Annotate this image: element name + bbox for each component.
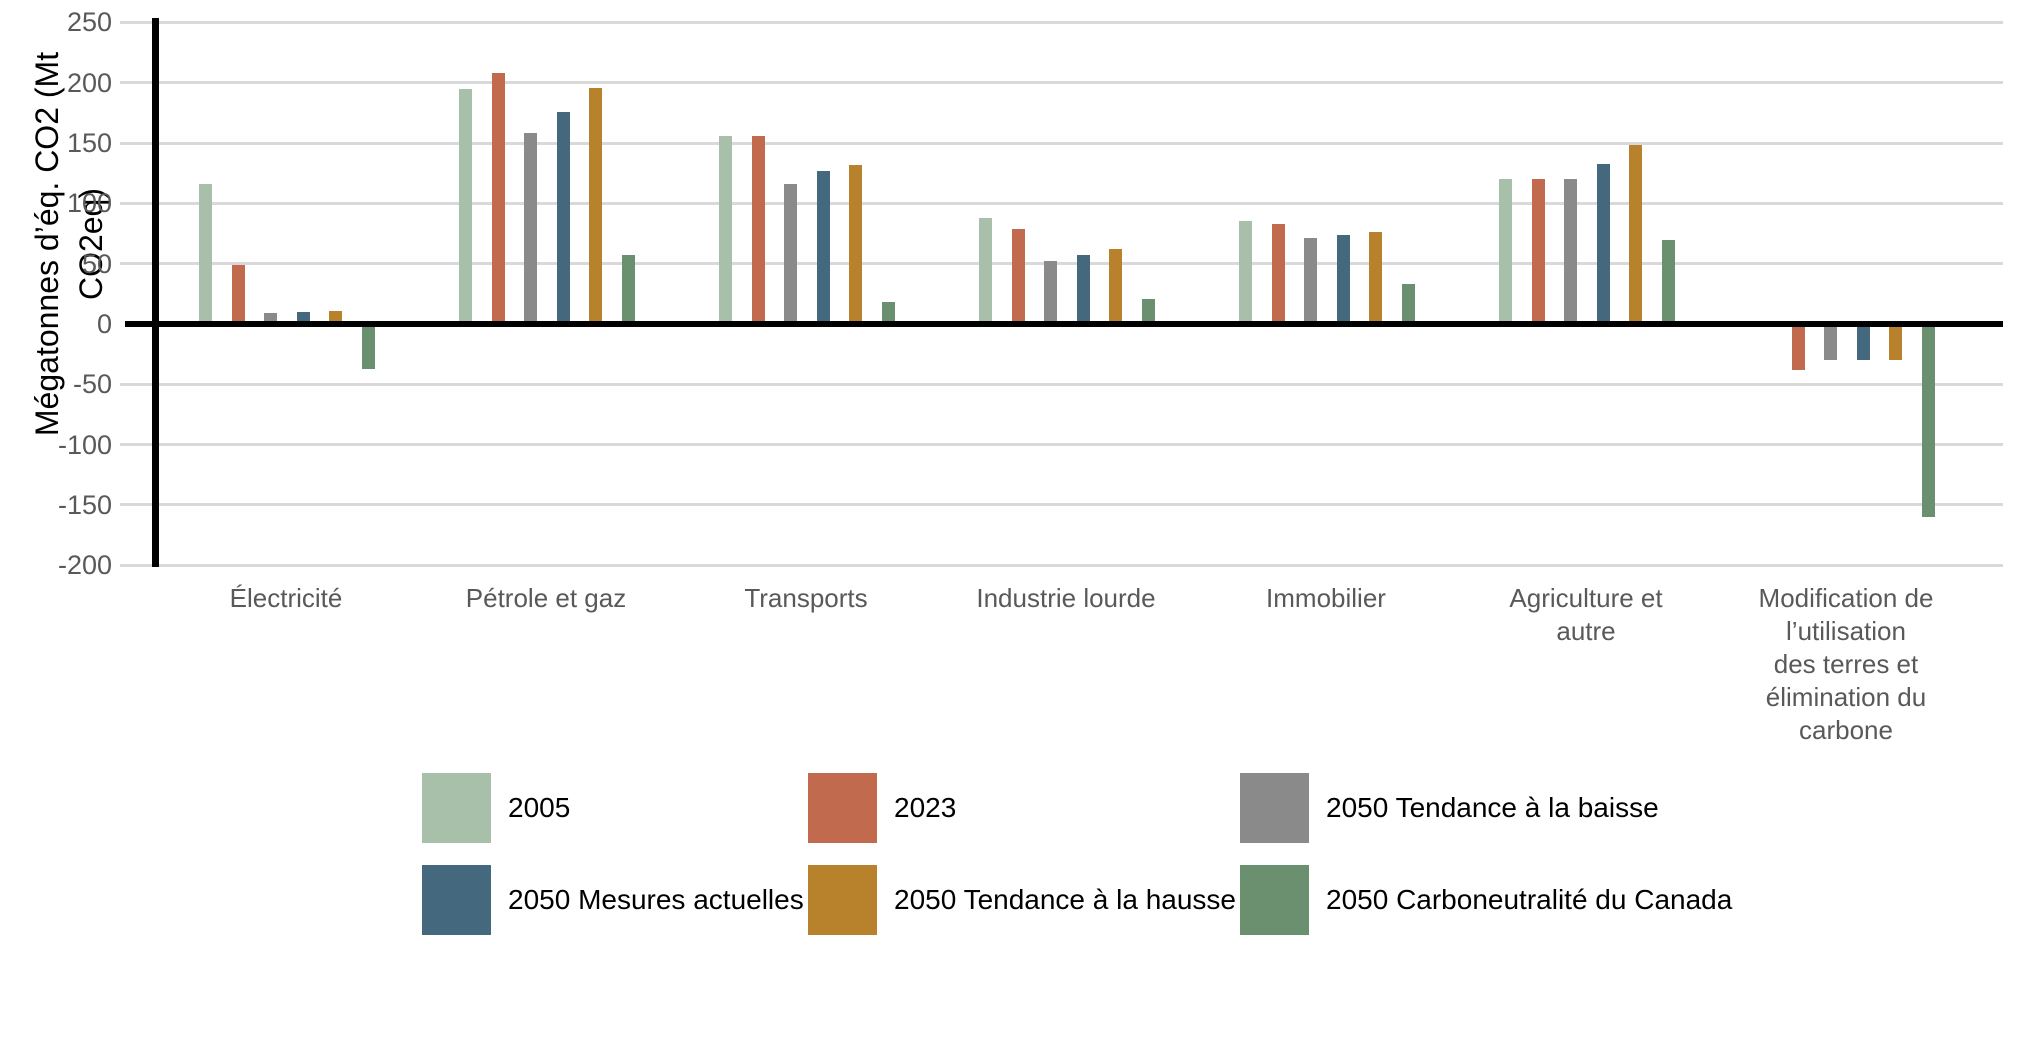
- y-gridline: [155, 20, 2003, 24]
- legend-label: 2050 Tendance à la hausse: [894, 884, 1236, 915]
- y-tick-mark: [120, 443, 152, 447]
- y-gridline: [155, 503, 2003, 507]
- y-tick-mark: [120, 503, 152, 507]
- category-label: Électricité: [229, 583, 343, 613]
- legend-item: 2050 Tendance à la baisse: [1240, 773, 1800, 843]
- bar-4-2: [1011, 228, 1025, 324]
- bar-7-6: [1921, 324, 1935, 518]
- y-tick-mark: [120, 201, 152, 205]
- bar-2-2: [491, 73, 505, 324]
- y-tick-mark: [120, 141, 152, 145]
- legend-swatch: [808, 773, 877, 843]
- bar-1-5: [329, 310, 342, 324]
- bar-7-5: [1889, 324, 1902, 361]
- legend-swatch: [422, 773, 491, 843]
- bar-2-1: [459, 88, 472, 324]
- bar-4-6: [1141, 298, 1155, 324]
- bar-1-2: [231, 264, 245, 324]
- bar-1-3: [264, 313, 277, 324]
- bar-3-6: [881, 302, 895, 324]
- bar-6-3: [1564, 179, 1577, 324]
- bar-7-3: [1824, 324, 1837, 361]
- bar-6-5: [1629, 145, 1642, 324]
- legend-item: 2005: [422, 773, 982, 843]
- legend-item: 2050 Tendance à la hausse: [808, 865, 1368, 935]
- y-tick-label: -100: [57, 429, 112, 460]
- bar-5-4: [1336, 234, 1350, 324]
- category-label: Pétrole et gaz: [465, 583, 627, 613]
- y-tick-label: -200: [57, 550, 112, 581]
- bar-5-2: [1271, 223, 1285, 324]
- legend-swatch: [1240, 865, 1309, 935]
- category-label: Immobilier: [1266, 583, 1386, 613]
- bar-4-4: [1076, 255, 1090, 324]
- legend-item: 2050 Mesures actuelles: [422, 865, 982, 935]
- bar-6-4: [1596, 163, 1610, 324]
- bar-1-4: [296, 311, 310, 324]
- bar-6-6: [1661, 239, 1675, 324]
- bar-6-2: [1531, 179, 1545, 324]
- bar-7-2: [1791, 324, 1805, 370]
- y-gridline: [155, 382, 2003, 386]
- y-tick-label: 50: [81, 248, 112, 279]
- bar-3-1: [719, 135, 732, 324]
- legend-label: 2050 Carboneutralité du Canada: [1326, 884, 1733, 915]
- bar-7-4: [1856, 324, 1870, 361]
- bar-3-2: [751, 135, 765, 324]
- bar-1-6: [361, 324, 375, 369]
- legend-label: 2023: [894, 792, 957, 823]
- legend-label: 2005: [508, 792, 571, 823]
- bar-6-1: [1499, 179, 1512, 324]
- y-tick-mark: [120, 20, 152, 24]
- bar-3-3: [784, 184, 797, 324]
- bar-5-1: [1239, 221, 1252, 324]
- y-tick-label: 150: [66, 128, 112, 159]
- bar-5-5: [1369, 232, 1382, 324]
- bar-5-3: [1304, 238, 1317, 324]
- y-tick-label: 100: [66, 188, 112, 219]
- legend-swatch: [422, 865, 491, 935]
- legend-item: 2023: [808, 773, 1368, 843]
- y-tick-mark: [120, 262, 152, 266]
- x-axis-zero-line: [125, 321, 2003, 327]
- y-axis-line: [152, 18, 159, 568]
- y-tick-mark: [120, 563, 152, 567]
- y-gridline: [155, 201, 2003, 205]
- y-tick-label: -150: [57, 489, 112, 520]
- category-label: Industrie lourde: [976, 583, 1156, 613]
- legend-item: 2050 Carboneutralité du Canada: [1240, 865, 1800, 935]
- bar-3-5: [849, 164, 862, 324]
- legend-label: 2050 Mesures actuelles: [508, 884, 804, 915]
- y-tick-label: 250: [66, 7, 112, 38]
- legend-swatch: [1240, 773, 1309, 843]
- bar-4-3: [1044, 261, 1057, 324]
- bar-4-5: [1109, 249, 1122, 324]
- y-tick-label: 200: [66, 67, 112, 98]
- y-tick-label: 0: [96, 309, 112, 339]
- bar-1-1: [199, 184, 212, 324]
- bar-2-6: [621, 255, 635, 324]
- legend-swatch: [808, 865, 877, 935]
- category-label: Agriculture et autre: [1509, 583, 1663, 646]
- category-label: Transports: [744, 583, 868, 613]
- y-tick-label: -50: [72, 369, 112, 400]
- bar-2-4: [556, 111, 570, 324]
- bar-2-3: [524, 133, 537, 324]
- y-gridline: [155, 563, 2003, 567]
- y-tick-mark: [120, 382, 152, 386]
- y-gridline: [155, 443, 2003, 447]
- bar-3-4: [816, 170, 830, 324]
- y-gridline: [155, 141, 2003, 145]
- bar-4-1: [979, 217, 992, 324]
- y-tick-mark: [120, 81, 152, 85]
- bar-5-6: [1401, 284, 1415, 324]
- legend-label: 2050 Tendance à la baisse: [1326, 792, 1659, 823]
- bar-2-5: [589, 87, 602, 324]
- category-label: Modification de l’utilisation des terres…: [1758, 583, 1934, 745]
- y-gridline: [155, 81, 2003, 85]
